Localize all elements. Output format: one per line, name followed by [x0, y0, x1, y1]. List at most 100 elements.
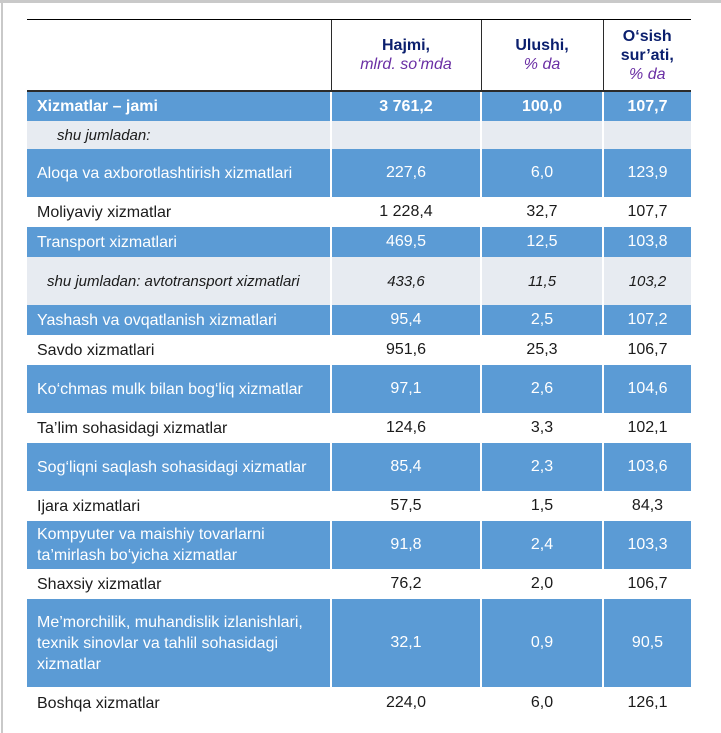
row-osish-value: 102,1	[602, 413, 691, 443]
row-label: Aloqa va axborotlashtirish xizmatlari	[27, 149, 331, 197]
row-hajmi-value: 227,6	[330, 149, 481, 197]
header-osish-title-2: sur’ati,	[620, 46, 674, 64]
row-hajmi-value-text: 76,2	[390, 575, 422, 592]
row-hajmi-value-text: 97,1	[390, 380, 422, 397]
table-row: Kompyuter va maishiy tovarlarni ta’mirla…	[27, 521, 691, 569]
row-hajmi-value-text: 951,6	[385, 341, 427, 358]
row-hajmi-value: 97,1	[330, 365, 481, 413]
row-osish-value	[602, 121, 691, 149]
table-row: Boshqa xizmatlar 224,0 6,0 126,1	[27, 687, 691, 719]
header-hajmi: Hajmi, mlrd. so‘mda	[330, 19, 481, 92]
row-ulushi-value-text: 2,4	[530, 536, 554, 553]
row-hajmi-value: 469,5	[330, 227, 481, 257]
row-ulushi-value-text: 100,0	[521, 97, 563, 115]
row-hajmi-value-text: 32,1	[390, 634, 422, 651]
row-hajmi-value: 951,6	[330, 335, 481, 365]
table-row: Ijara xizmatlari 57,5 1,5 84,3	[27, 491, 691, 521]
row-osish-value-text: 103,3	[627, 536, 668, 553]
row-osish-value-text: 106,7	[627, 341, 668, 358]
row-label-text: Sog‘liqni saqlash sohasidagi xizmatlar	[37, 458, 307, 476]
row-hajmi-value: 57,5	[330, 491, 481, 521]
row-ulushi-value-text: 2,5	[530, 311, 554, 328]
table-row: shu jumladan: avtotransport xizmatlari 43…	[27, 257, 691, 305]
row-hajmi-value-text: 85,4	[390, 458, 422, 475]
table-row: Me’morchilik, muhandislik izlanishlari, …	[27, 599, 691, 687]
row-label-text: Boshqa xizmatlar	[37, 694, 160, 712]
header-ulushi-title: Ulushi,	[515, 37, 569, 54]
row-hajmi-value-text: 433,6	[387, 272, 425, 290]
row-label-text: Ta’lim sohasidagi xizmatlar	[37, 419, 228, 437]
row-osish-value-text: 107,7	[627, 203, 668, 220]
row-osish-value-text: 123,9	[627, 164, 668, 181]
table-row: Moliyaviy xizmatlar 1 228,4 32,7 107,7	[27, 197, 691, 227]
row-ulushi-value: 6,0	[480, 149, 603, 197]
row-ulushi-value-text: 2,6	[530, 380, 554, 397]
row-hajmi-value: 1 228,4	[330, 197, 481, 227]
row-label: shu jumladan: avtotransport xizmatlari	[27, 257, 331, 305]
row-ulushi-value-text: 0,9	[530, 634, 554, 651]
row-label-text: shu jumladan:	[57, 126, 151, 144]
row-ulushi-value: 3,3	[480, 413, 603, 443]
row-label: Ko‘chmas mulk bilan bog‘liq xizmatlar	[27, 365, 331, 413]
row-hajmi-value-text: 469,5	[385, 233, 427, 250]
header-hajmi-title: Hajmi,	[381, 37, 430, 54]
row-hajmi-value: 433,6	[330, 257, 481, 305]
row-osish-value-text: 103,6	[627, 458, 668, 475]
row-ulushi-value-text: 25,3	[526, 341, 558, 358]
row-label: Xizmatlar – jami	[27, 91, 331, 121]
top-border-line	[0, 0, 721, 3]
services-table: Hajmi, mlrd. so‘mda Ulushi, % da O‘sish …	[27, 19, 691, 719]
row-osish-value-text: 106,7	[627, 575, 668, 592]
row-ulushi-value-text: 2,0	[530, 575, 554, 592]
row-label: Me’morchilik, muhandislik izlanishlari, …	[27, 599, 331, 687]
row-hajmi-value-text: 224,0	[385, 694, 427, 711]
row-osish-value: 106,7	[602, 569, 691, 599]
row-osish-value-text: 90,5	[631, 634, 664, 651]
table-row: Aloqa va axborotlashtirish xizmatlari 227…	[27, 149, 691, 197]
table-row: Shaxsiy xizmatlar 76,2 2,0 106,7	[27, 569, 691, 599]
row-hajmi-value	[330, 121, 481, 149]
header-osish-unit: % da	[629, 65, 666, 83]
header-hajmi-unit: mlrd. so‘mda	[360, 56, 452, 73]
row-label-text: Kompyuter va maishiy tovarlarni ta’mirla…	[37, 526, 265, 564]
row-osish-value-text: 126,1	[627, 694, 668, 711]
row-label: Sog‘liqni saqlash sohasidagi xizmatlar	[27, 443, 331, 491]
table-row: Xizmatlar – jami 3 761,2 100,0 107,7	[27, 91, 691, 121]
table-header-row: Hajmi, mlrd. so‘mda Ulushi, % da O‘sish …	[27, 19, 691, 92]
table-row: Transport xizmatlari 469,5 12,5 103,8	[27, 227, 691, 257]
row-label-text: Xizmatlar – jami	[37, 98, 158, 115]
row-label-text: Me’morchilik, muhandislik izlanishlari, …	[37, 613, 303, 673]
table-row: Yashash va ovqatlanish xizmatlari 95,4 2,5…	[27, 305, 691, 335]
row-label-text: Ko‘chmas mulk bilan bog‘liq xizmatlar	[37, 380, 303, 398]
row-label-text: shu jumladan: avtotransport xizmatlari	[47, 272, 300, 290]
row-label-text: Transport xizmatlari	[37, 233, 177, 251]
row-ulushi-value: 100,0	[480, 91, 603, 121]
row-osish-value-text: 84,3	[631, 497, 664, 514]
header-empty-cell	[27, 19, 331, 92]
row-ulushi-value: 2,3	[480, 443, 603, 491]
row-label: Savdo xizmatlari	[27, 335, 331, 365]
row-ulushi-value	[480, 121, 603, 149]
row-ulushi-value: 12,5	[480, 227, 603, 257]
row-osish-value-text: 103,2	[628, 272, 667, 290]
row-ulushi-value-text: 32,7	[526, 203, 558, 220]
row-hajmi-value: 76,2	[330, 569, 481, 599]
row-label-text: Yashash va ovqatlanish xizmatlari	[37, 311, 277, 329]
row-ulushi-value: 2,5	[480, 305, 603, 335]
row-ulushi-value: 6,0	[480, 687, 603, 719]
row-ulushi-value: 0,9	[480, 599, 603, 687]
header-ulushi-unit: % da	[523, 56, 561, 73]
row-label: Moliyaviy xizmatlar	[27, 197, 331, 227]
row-osish-value: 90,5	[602, 599, 691, 687]
row-label: Ijara xizmatlari	[27, 491, 331, 521]
table-row: Sog‘liqni saqlash sohasidagi xizmatlar 85…	[27, 443, 691, 491]
row-osish-value: 103,3	[602, 521, 691, 569]
row-osish-value-text: 103,8	[627, 233, 668, 250]
row-ulushi-value-text: 12,5	[526, 233, 558, 250]
left-border-line	[1, 0, 3, 733]
row-label: Shaxsiy xizmatlar	[27, 569, 331, 599]
row-hajmi-value-text: 57,5	[390, 497, 422, 514]
table-row: Ko‘chmas mulk bilan bog‘liq xizmatlar 97,…	[27, 365, 691, 413]
row-hajmi-value: 85,4	[330, 443, 481, 491]
row-osish-value: 107,2	[602, 305, 691, 335]
